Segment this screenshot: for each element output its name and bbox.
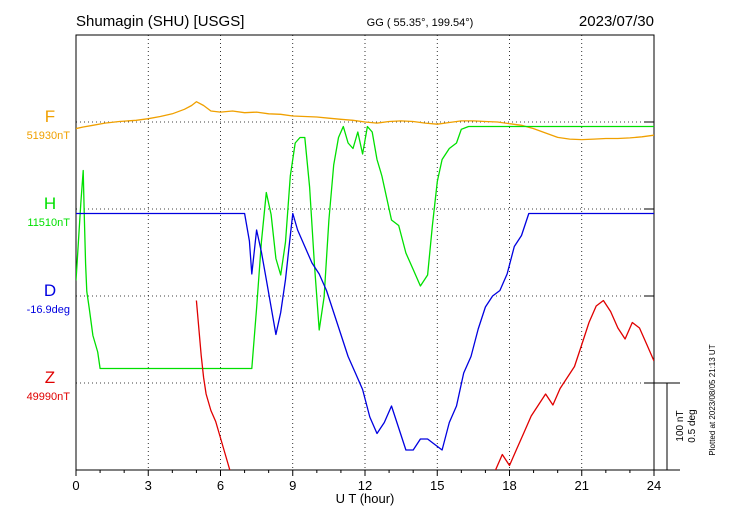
component-baseline-Z: 49990nT [27,391,71,403]
x-tick-label-3: 3 [145,478,152,493]
x-tick-label-12: 12 [358,478,372,493]
series-line-F [76,101,654,141]
x-tick-label-6: 6 [217,478,224,493]
component-name-D: D [44,281,56,300]
series-line-Z [195,299,654,470]
component-labels: F 51930nT H 11510nT D -16.9deg Z 49990nT [27,107,71,403]
x-tick-label-9: 9 [289,478,296,493]
series-lines [76,101,654,470]
x-tick-label-21: 21 [575,478,589,493]
plot-frame [75,34,655,471]
scale-bar-nt: 100 nT [675,410,686,441]
component-name-F: F [45,107,55,126]
component-baseline-D: -16.9deg [27,304,70,316]
series-line-D [76,212,654,451]
component-baseline-H: 11510nT [27,217,70,229]
x-tick-label-18: 18 [502,478,516,493]
x-tick-label-0: 0 [72,478,79,493]
x-tick-label-24: 24 [647,478,661,493]
x-axis-ticks: 0 3 6 9 12 15 18 21 24 [72,470,661,493]
plotted-note: Plotted at 2023/08/05 21:13 UT [708,344,717,455]
scale-bar: 100 nT 0.5 deg [654,382,698,471]
x-axis-label: U T (hour) [336,491,395,506]
component-name-Z: Z [45,368,55,387]
date-label: 2023/07/30 [579,13,654,30]
series-line-H [76,125,654,370]
grid-lines [76,35,654,470]
scale-bar-deg: 0.5 deg [687,409,698,442]
component-baseline-F: 51930nT [27,130,71,142]
x-tick-label-15: 15 [430,478,444,493]
coordinates-label: GG ( 55.35°, 199.54°) [367,17,474,29]
component-name-H: H [44,194,56,213]
station-title: Shumagin (SHU) [USGS] [76,13,244,30]
